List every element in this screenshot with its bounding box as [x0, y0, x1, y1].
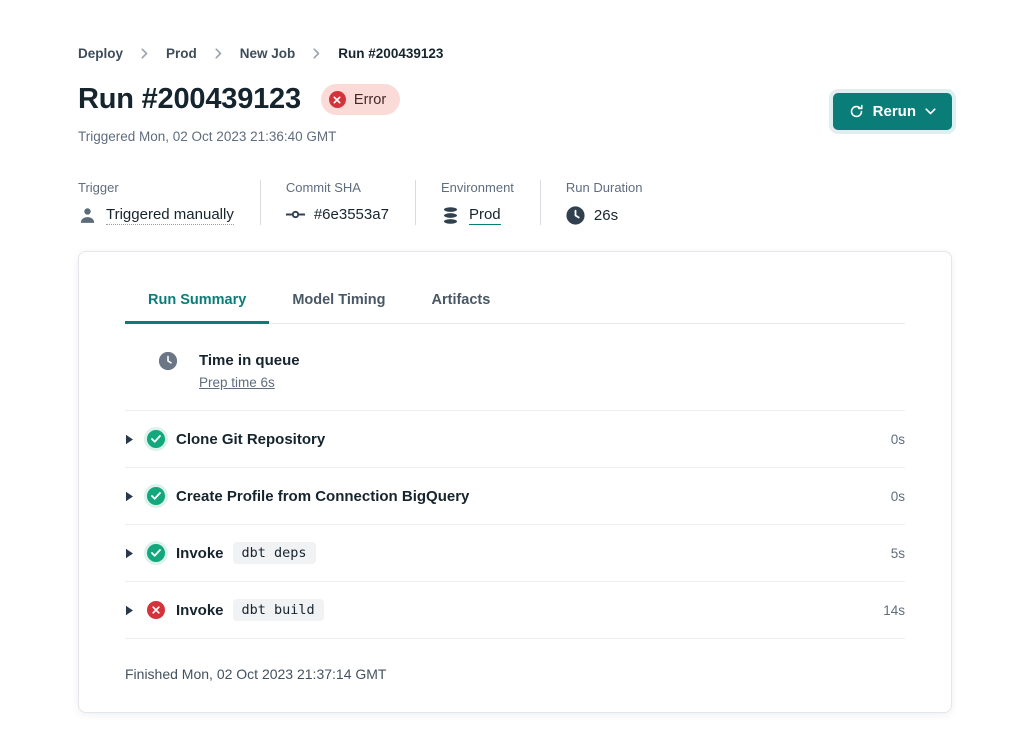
status-badge: Error [320, 84, 401, 115]
step-row-create-profile[interactable]: Create Profile from Connection BigQuery … [125, 467, 905, 524]
breadcrumb-item-deploy[interactable]: Deploy [78, 46, 124, 61]
chevron-right-icon [215, 48, 222, 59]
status-badge-label: Error [353, 91, 387, 108]
step-label: Invoke [176, 544, 224, 562]
caret-right-icon[interactable] [125, 434, 147, 445]
clock-icon [566, 206, 585, 225]
meta-trigger-label: Trigger [78, 180, 119, 195]
step-row-clone-git[interactable]: Clone Git Repository 0s [125, 410, 905, 467]
page-title: Run #200439123 [78, 83, 301, 115]
database-icon [441, 206, 460, 225]
meta-commit-value: #6e3553a7 [313, 206, 389, 223]
breadcrumb-item-new-job[interactable]: New Job [239, 46, 296, 61]
breadcrumb-item-current-run: Run #200439123 [338, 46, 444, 61]
run-steps-list: Time in queue Prep time 6s Clone Git Rep… [79, 324, 951, 712]
status-success-icon [147, 544, 165, 562]
prep-time-link[interactable]: Prep time 6s [199, 375, 275, 390]
meta-duration: Run Duration 26s [566, 180, 669, 225]
tab-run-summary[interactable]: Run Summary [125, 292, 270, 324]
tab-model-timing[interactable]: Model Timing [269, 292, 408, 324]
caret-right-icon[interactable] [125, 491, 147, 502]
chevron-right-icon [141, 48, 148, 59]
step-row-dbt-build[interactable]: Invoke dbt build 14s [125, 581, 905, 638]
tab-artifacts[interactable]: Artifacts [409, 292, 514, 324]
caret-right-icon[interactable] [125, 605, 147, 616]
meta-duration-value: 26s [593, 207, 619, 224]
refresh-icon [849, 104, 864, 119]
status-success-icon [147, 430, 165, 448]
step-label: Invoke [176, 601, 224, 619]
step-duration: 14s [883, 602, 905, 618]
run-summary-card: Run Summary Model Timing Artifacts Time … [78, 251, 952, 713]
person-icon [78, 206, 97, 225]
step-row-dbt-deps[interactable]: Invoke dbt deps 5s [125, 524, 905, 581]
queue-clock-icon [159, 352, 177, 370]
run-header: Run #200439123 Error Triggered Mon, 02 O… [78, 83, 952, 144]
meta-environment-link[interactable]: Prod [468, 206, 501, 225]
status-success-icon [147, 487, 165, 505]
meta-duration-label: Run Duration [565, 180, 643, 195]
finished-timestamp: Finished Mon, 02 Oct 2023 21:37:14 GMT [125, 638, 905, 712]
meta-trigger-value[interactable]: Triggered manually [106, 206, 234, 225]
rerun-button[interactable]: Rerun [832, 93, 952, 130]
run-header-left: Run #200439123 Error Triggered Mon, 02 O… [78, 83, 401, 144]
step-command-chip: dbt build [232, 599, 324, 621]
step-duration: 0s [890, 431, 905, 447]
git-commit-icon [285, 208, 305, 221]
queue-title: Time in queue [199, 352, 300, 369]
queue-block: Time in queue Prep time 6s [125, 324, 905, 410]
status-error-icon [147, 601, 165, 619]
meta-environment-label: Environment [440, 180, 514, 195]
tab-bar: Run Summary Model Timing Artifacts [125, 292, 905, 324]
rerun-button-label: Rerun [872, 103, 916, 120]
triggered-timestamp: Triggered Mon, 02 Oct 2023 21:36:40 GMT [78, 129, 337, 144]
caret-right-icon[interactable] [125, 548, 147, 559]
meta-commit-label: Commit SHA [285, 180, 361, 195]
breadcrumb-item-prod[interactable]: Prod [166, 46, 197, 61]
error-icon [328, 91, 346, 108]
breadcrumb: Deploy Prod New Job Run #200439123 [78, 46, 952, 61]
run-detail-page: Deploy Prod New Job Run #200439123 Run #… [0, 46, 1030, 713]
run-meta-row: Trigger Triggered manually Commit SHA #6… [78, 180, 952, 225]
step-duration: 0s [890, 488, 905, 504]
chevron-down-icon [925, 108, 936, 115]
meta-commit: Commit SHA #6e3553a7 [285, 180, 416, 225]
step-label: Clone Git Repository [176, 430, 326, 448]
step-command-chip: dbt deps [232, 542, 316, 564]
step-duration: 5s [890, 545, 905, 561]
meta-environment: Environment Prod [441, 180, 541, 225]
meta-trigger: Trigger Triggered manually [78, 180, 261, 225]
chevron-right-icon [313, 48, 320, 59]
step-label: Create Profile from Connection BigQuery [176, 487, 470, 505]
